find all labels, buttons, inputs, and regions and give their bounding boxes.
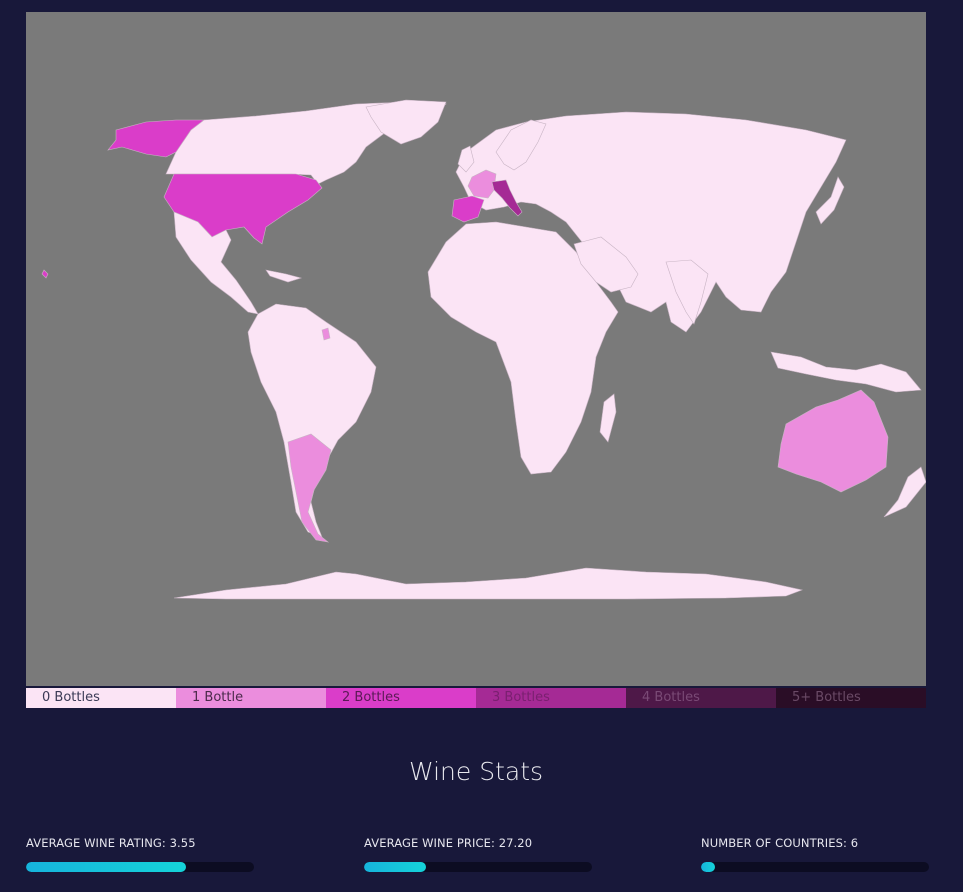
country-french-guiana[interactable] bbox=[321, 327, 331, 341]
stat-countries: NUMBER OF COUNTRIES: 6 bbox=[701, 836, 929, 872]
legend-item-5-plus-bottles: 5+ Bottles bbox=[776, 688, 926, 708]
country-madagascar[interactable] bbox=[599, 393, 617, 443]
legend-item-1-bottle: 1 Bottle bbox=[176, 688, 326, 708]
country-greenland[interactable] bbox=[365, 99, 447, 145]
continent-antarctica[interactable] bbox=[173, 567, 804, 600]
stat-rating-bar bbox=[26, 862, 254, 872]
country-united-kingdom[interactable] bbox=[457, 145, 475, 173]
country-france[interactable] bbox=[467, 169, 497, 199]
continent-africa[interactable] bbox=[427, 221, 619, 475]
country-spain[interactable] bbox=[451, 195, 485, 223]
legend-item-0-bottles: 0 Bottles bbox=[26, 688, 176, 708]
stat-countries-bar-fill bbox=[701, 862, 715, 872]
continent-eurasia[interactable] bbox=[455, 111, 847, 333]
country-australia[interactable] bbox=[777, 389, 889, 493]
stat-price-bar-fill bbox=[364, 862, 426, 872]
region-caribbean[interactable] bbox=[265, 269, 303, 283]
stat-rating-label: AVERAGE WINE RATING: 3.55 bbox=[26, 836, 196, 850]
stat-price: AVERAGE WINE PRICE: 27.20 bbox=[364, 836, 592, 872]
world-map-svg[interactable] bbox=[26, 12, 926, 686]
stat-countries-bar bbox=[701, 862, 929, 872]
continent-south-america[interactable] bbox=[247, 303, 377, 538]
region-scandinavia[interactable] bbox=[495, 119, 547, 171]
legend-item-4-bottles: 4 Bottles bbox=[626, 688, 776, 708]
map-legend: 0 Bottles 1 Bottle 2 Bottles 3 Bottles 4… bbox=[26, 688, 926, 708]
stat-countries-label: NUMBER OF COUNTRIES: 6 bbox=[701, 836, 859, 850]
country-alaska[interactable] bbox=[107, 119, 205, 158]
country-argentina[interactable] bbox=[287, 433, 332, 543]
region-indonesia[interactable] bbox=[770, 351, 922, 393]
country-mexico[interactable] bbox=[173, 211, 259, 315]
stat-rating-bar-fill bbox=[26, 862, 186, 872]
legend-item-3-bottles: 3 Bottles bbox=[476, 688, 626, 708]
stat-price-label: AVERAGE WINE PRICE: 27.20 bbox=[364, 836, 533, 850]
world-map[interactable] bbox=[26, 12, 926, 686]
country-italy[interactable] bbox=[491, 179, 523, 217]
stat-price-bar bbox=[364, 862, 592, 872]
region-arabia[interactable] bbox=[573, 236, 639, 293]
country-hawaii[interactable] bbox=[41, 269, 49, 279]
stat-rating: AVERAGE WINE RATING: 3.55 bbox=[26, 836, 254, 872]
country-new-zealand[interactable] bbox=[883, 466, 926, 518]
stats-title: Wine Stats bbox=[408, 757, 544, 786]
country-japan[interactable] bbox=[815, 176, 845, 225]
legend-item-2-bottles: 2 Bottles bbox=[326, 688, 476, 708]
country-india[interactable] bbox=[665, 259, 709, 325]
